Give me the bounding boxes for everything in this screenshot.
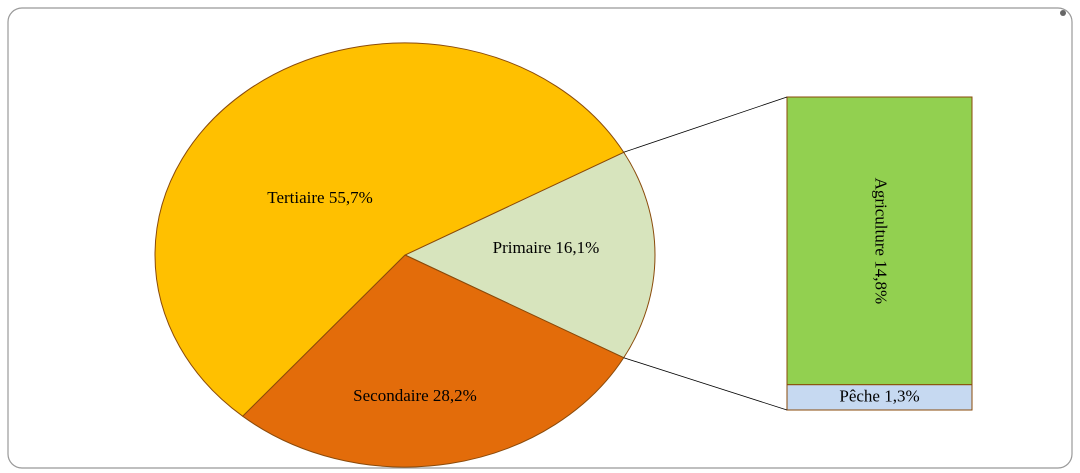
bar-segment	[786, 384, 973, 411]
decoration	[1060, 10, 1066, 16]
pie-slice	[154, 42, 625, 417]
connector	[623, 96, 788, 153]
data-label: Primaire 16,1%	[493, 238, 600, 257]
data-label: Pêche 1,3%	[839, 386, 919, 405]
pie-slice	[403, 151, 656, 359]
data-label: Agriculture 14,8%	[872, 178, 891, 305]
data-label: Tertiaire 55,7%	[267, 188, 373, 207]
connector	[623, 357, 788, 411]
pie-slice	[241, 254, 625, 468]
bar-segment	[786, 96, 973, 386]
data-label: Secondaire 28,2%	[353, 386, 477, 405]
